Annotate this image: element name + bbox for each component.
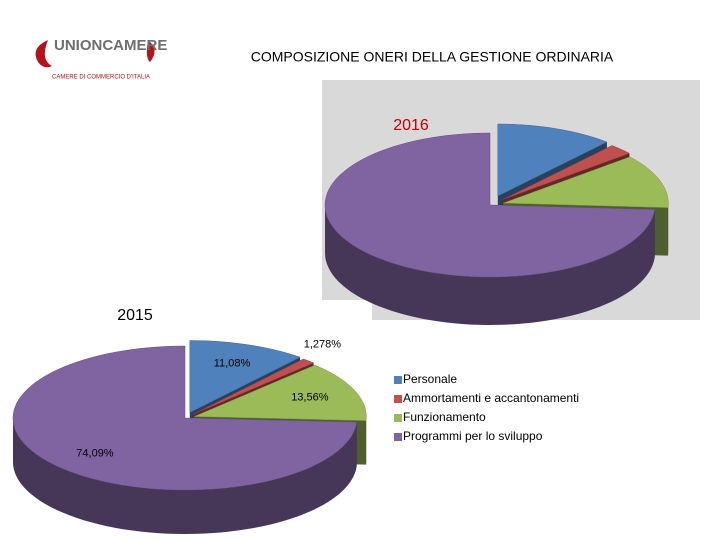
pie-slice [503, 156, 669, 208]
pie-slice [189, 340, 301, 413]
data-label: 1,278% [304, 338, 342, 350]
logo-text: UNIONCAMERE [54, 37, 167, 54]
pie-slice [192, 358, 315, 415]
legend-swatch [394, 414, 402, 422]
data-label: 13,56% [291, 392, 329, 404]
logo-subtitle: CAMERE DI COMMERCIO D'ITALIA [52, 75, 150, 81]
chart-title: 2016 [393, 117, 429, 134]
data-label: 74,09% [76, 447, 114, 459]
logo-swoosh [146, 40, 155, 62]
slice-side [325, 205, 655, 325]
legend-label: Funzionamento [403, 410, 486, 424]
logo-swoosh [35, 40, 52, 68]
pie-slice [194, 364, 367, 421]
pie-slice [12, 345, 357, 491]
chart-title: 2015 [117, 307, 153, 324]
legend-swatch [394, 433, 402, 441]
data-label: 11,08% [214, 358, 251, 370]
pie-slice [497, 123, 608, 197]
legend-swatch [394, 395, 402, 403]
pie-slice [324, 132, 656, 278]
pie-slice [502, 145, 631, 200]
legend-label: Programmi per lo sviluppo [403, 429, 543, 443]
legend-label: Ammortamenti e accantonamenti [403, 391, 579, 405]
slide-title: COMPOSIZIONE ONERI DELLA GESTIONE ORDINA… [251, 49, 614, 65]
legend-label: Personale [403, 372, 457, 386]
legend-swatch [394, 376, 402, 384]
slice-side [13, 418, 357, 534]
